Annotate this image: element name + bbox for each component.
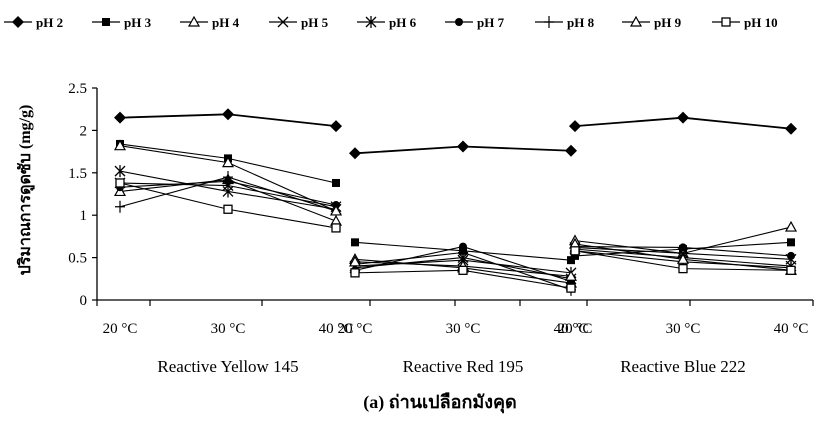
- marker: [114, 165, 126, 178]
- legend-label: pH 7: [477, 15, 505, 30]
- x-tick-label: 20 °C: [103, 321, 138, 337]
- marker: [114, 111, 126, 124]
- legend-item: pH 10: [712, 15, 778, 30]
- marker: [785, 122, 797, 135]
- marker: [331, 223, 341, 233]
- marker: [222, 185, 234, 198]
- marker: [787, 251, 795, 260]
- legend-item: pH 2: [4, 15, 63, 30]
- marker: [566, 283, 576, 293]
- marker: [222, 108, 234, 121]
- x-tick-label: 30 °C: [211, 321, 246, 337]
- marker: [348, 255, 362, 267]
- marker: [679, 243, 687, 252]
- marker: [187, 15, 201, 27]
- marker: [544, 16, 554, 28]
- marker: [277, 16, 289, 28]
- marker: [113, 139, 127, 151]
- marker: [565, 144, 577, 157]
- legend-label: pH 5: [301, 15, 329, 30]
- marker: [629, 15, 643, 27]
- marker: [676, 253, 690, 264]
- marker: [786, 265, 796, 275]
- x-tick-label: 40 °C: [554, 321, 589, 337]
- y-tick-label: 2: [80, 123, 88, 139]
- marker: [567, 256, 575, 265]
- y-axis-label: ปริมาณการดูดซับ (mg/g): [16, 105, 36, 276]
- marker: [721, 17, 731, 27]
- marker: [457, 140, 469, 153]
- marker: [349, 147, 361, 160]
- marker: [455, 18, 463, 26]
- legend-item: pH 7: [445, 15, 505, 30]
- marker: [570, 246, 580, 256]
- legend-label: pH 4: [212, 15, 240, 30]
- marker: [677, 111, 689, 124]
- marker: [365, 16, 377, 28]
- legend-item: pH 5: [269, 15, 329, 30]
- caption: (a) ถ่านเปลือกมังคุด: [363, 392, 517, 414]
- legend: pH 2 pH 3 pH 4 pH 5 pH 6 pH 7 pH 8 pH 9 pH 10: [4, 15, 778, 30]
- marker: [458, 265, 468, 275]
- series-ph-9: [113, 139, 798, 281]
- x-tick-label: 20 °C: [338, 321, 373, 337]
- group-label: Reactive Blue 222: [620, 357, 746, 376]
- series-ph-3: [116, 139, 795, 265]
- series-ph-5: [114, 177, 797, 285]
- legend-label: pH 9: [654, 15, 682, 30]
- marker: [564, 270, 578, 281]
- marker: [102, 18, 110, 26]
- y-tick-label: 0.5: [68, 251, 87, 267]
- marker: [678, 263, 688, 274]
- marker: [784, 220, 798, 232]
- legend-item: pH 3: [92, 15, 152, 30]
- series-ph-10: [115, 178, 796, 293]
- marker: [351, 238, 359, 247]
- axes: 0 0.5 1 1.5 2 2.5 20 °C 30 °C 40 °C Reactive Yell…: [68, 81, 814, 376]
- legend-label: pH 2: [36, 15, 63, 30]
- y-tick-label: 1: [80, 208, 88, 224]
- y-tick-label: 2.5: [68, 81, 87, 97]
- x-tick-label: 30 °C: [446, 321, 481, 337]
- group-label: Reactive Yellow 145: [157, 357, 298, 376]
- legend-label: pH 6: [389, 15, 417, 30]
- marker: [12, 16, 24, 28]
- marker: [787, 238, 795, 247]
- marker: [223, 204, 233, 214]
- marker: [330, 120, 342, 133]
- marker: [332, 178, 340, 187]
- x-tick-label: 20 °C: [558, 321, 593, 337]
- marker: [115, 178, 125, 188]
- y-tick-label: 0: [80, 293, 88, 309]
- legend-label: pH 10: [744, 15, 778, 30]
- series-ph-2: [114, 108, 797, 160]
- legend-item: pH 8: [535, 15, 595, 30]
- series-layer: [113, 108, 798, 296]
- legend-item: pH 4: [180, 15, 240, 30]
- x-tick-label: 40 °C: [319, 321, 354, 337]
- marker: [329, 204, 343, 216]
- x-tick-label: 40 °C: [774, 321, 809, 337]
- x-tick-label: 30 °C: [666, 321, 701, 337]
- marker: [458, 246, 468, 259]
- marker: [569, 120, 581, 133]
- marker: [350, 268, 360, 278]
- y-tick-label: 1.5: [68, 166, 87, 182]
- marker: [223, 171, 233, 184]
- marker: [221, 156, 235, 168]
- legend-item: pH 6: [357, 15, 417, 30]
- group-label: Reactive Red 195: [403, 357, 524, 376]
- legend-item: pH 9: [622, 15, 682, 30]
- legend-label: pH 8: [567, 15, 595, 30]
- legend-label: pH 3: [124, 15, 152, 30]
- marker: [115, 200, 125, 213]
